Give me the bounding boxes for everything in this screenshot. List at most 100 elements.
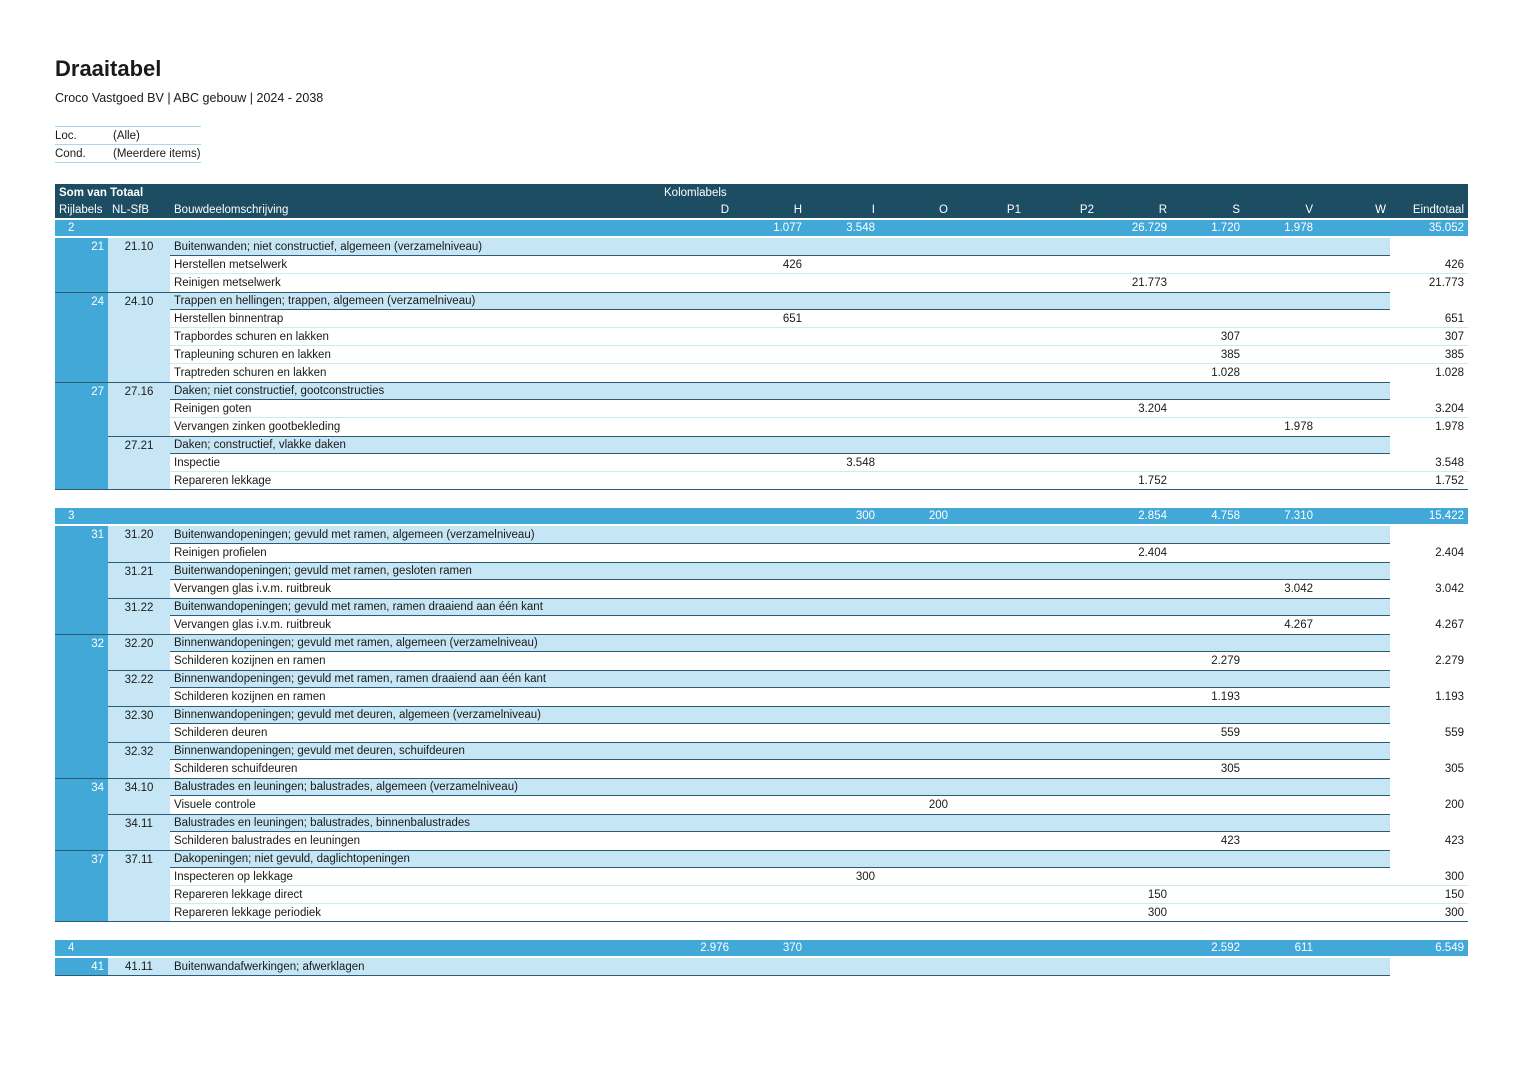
value-cell-I[interactable]: 3.548 bbox=[806, 454, 879, 472]
value-cell-H[interactable] bbox=[733, 472, 806, 490]
value-cell-S[interactable] bbox=[1171, 256, 1244, 274]
value-cell-P1[interactable] bbox=[952, 364, 1025, 382]
row-label-cell[interactable]: 21 bbox=[55, 238, 108, 256]
nlsfb-cell[interactable] bbox=[108, 418, 170, 436]
value-cell-P1[interactable] bbox=[952, 652, 1025, 670]
value-cell-H[interactable] bbox=[733, 832, 806, 850]
nlsfb-cell[interactable] bbox=[108, 868, 170, 886]
value-cell-P2[interactable] bbox=[1025, 724, 1098, 742]
row-labels-header[interactable]: Rijlabels bbox=[55, 202, 108, 220]
item-description-cell[interactable]: Schilderen deuren bbox=[174, 727, 268, 739]
nlsfb-cell[interactable]: 37.11 bbox=[108, 850, 170, 868]
total-value-cell-ET[interactable]: 6.549 bbox=[1390, 940, 1468, 958]
total-value-cell-I[interactable] bbox=[806, 940, 879, 958]
total-value-cell-V[interactable]: 611 bbox=[1244, 940, 1317, 958]
total-value-cell-P1[interactable] bbox=[952, 508, 1025, 526]
nlsfb-cell[interactable]: 32.22 bbox=[108, 670, 170, 688]
row-label-cell[interactable]: 31 bbox=[55, 526, 108, 544]
value-cell-V[interactable] bbox=[1244, 868, 1317, 886]
item-description-cell[interactable]: Vervangen glas i.v.m. ruitbreuk bbox=[174, 583, 332, 595]
nlsfb-cell[interactable] bbox=[108, 904, 170, 922]
row-label-cell[interactable] bbox=[55, 706, 108, 724]
value-cell-W[interactable] bbox=[1317, 256, 1390, 274]
description-cell[interactable] bbox=[170, 220, 660, 238]
value-cell-H[interactable] bbox=[733, 886, 806, 904]
group-description-cell[interactable]: Buitenwanden; niet constructief, algemee… bbox=[170, 238, 1390, 256]
row-label-cell[interactable] bbox=[55, 328, 108, 346]
value-cell-P1[interactable] bbox=[952, 346, 1025, 364]
nlsfb-cell[interactable] bbox=[108, 616, 170, 634]
value-cell-R[interactable] bbox=[1098, 616, 1171, 634]
value-cell-W[interactable] bbox=[1317, 364, 1390, 382]
value-cell-R[interactable] bbox=[1098, 688, 1171, 706]
value-cell-P2[interactable] bbox=[1025, 256, 1098, 274]
value-cell-S[interactable]: 423 bbox=[1220, 835, 1240, 847]
item-description-cell[interactable]: Reinigen goten bbox=[170, 400, 660, 418]
value-cell-ET[interactable]: 426 bbox=[1390, 256, 1468, 274]
value-cell-O[interactable] bbox=[879, 346, 952, 364]
value-cell-H[interactable] bbox=[733, 580, 806, 598]
column-header-S[interactable]: S bbox=[1171, 202, 1244, 220]
value-cell-D[interactable] bbox=[660, 418, 733, 436]
total-value-cell-W[interactable] bbox=[1317, 220, 1390, 238]
value-cell-I[interactable] bbox=[806, 418, 879, 436]
total-value-cell-W[interactable] bbox=[1317, 940, 1390, 958]
value-cell-H[interactable] bbox=[733, 796, 806, 814]
value-cell-I[interactable] bbox=[806, 886, 879, 904]
value-cell-D[interactable] bbox=[660, 760, 733, 778]
value-cell-V[interactable] bbox=[1244, 310, 1317, 328]
value-cell-I[interactable] bbox=[806, 652, 879, 670]
value-cell-P1[interactable] bbox=[952, 310, 1025, 328]
column-header-O[interactable]: O bbox=[879, 202, 952, 220]
description-cell[interactable] bbox=[170, 508, 660, 526]
total-value-cell-S[interactable]: 2.592 bbox=[1171, 940, 1244, 958]
value-cell-D[interactable] bbox=[660, 832, 733, 850]
value-cell-P2[interactable] bbox=[1025, 796, 1098, 814]
total-value-cell-V[interactable]: 1.978 bbox=[1244, 220, 1317, 238]
group-description-cell[interactable]: Balustrades en leuningen; balustrades, a… bbox=[170, 778, 1390, 796]
value-cell-P1[interactable] bbox=[952, 796, 1025, 814]
value-cell-R[interactable]: 21.773 bbox=[1131, 277, 1167, 289]
total-value-cell-O[interactable] bbox=[879, 220, 952, 238]
column-header-V[interactable]: V bbox=[1244, 202, 1317, 220]
value-cell-I[interactable] bbox=[806, 256, 879, 274]
value-cell-S[interactable]: 305 bbox=[1220, 763, 1240, 775]
value-cell-W[interactable] bbox=[1317, 868, 1390, 886]
nlsfb-cell[interactable]: 27.16 bbox=[108, 382, 170, 400]
value-cell-H[interactable] bbox=[733, 364, 806, 382]
value-cell-P1[interactable] bbox=[952, 274, 1025, 292]
item-description-cell[interactable]: Repareren lekkage bbox=[170, 472, 660, 490]
value-cell-V[interactable]: 4.267 bbox=[1284, 619, 1313, 631]
nlsfb-cell[interactable]: 31.20 bbox=[108, 526, 170, 544]
value-cell-W[interactable] bbox=[1317, 688, 1390, 706]
section-label-cell[interactable]: 4 bbox=[55, 940, 108, 958]
row-label-cell[interactable] bbox=[55, 562, 108, 580]
item-description-cell[interactable]: Repareren lekkage periodiek bbox=[170, 904, 660, 922]
total-value-cell-I[interactable]: 300 bbox=[806, 508, 879, 526]
nlsfb-cell[interactable] bbox=[108, 760, 170, 778]
value-cell-V[interactable] bbox=[1244, 328, 1317, 346]
column-header-R[interactable]: R bbox=[1098, 202, 1171, 220]
value-cell-I[interactable] bbox=[806, 328, 879, 346]
value-cell-H[interactable] bbox=[733, 544, 806, 562]
value-cell-P1[interactable] bbox=[952, 454, 1025, 472]
value-cell-V[interactable] bbox=[1244, 832, 1317, 850]
total-value-cell-S[interactable]: 4.758 bbox=[1171, 508, 1244, 526]
nlsfb-cell[interactable]: 27.21 bbox=[108, 436, 170, 454]
value-cell-R[interactable] bbox=[1098, 310, 1171, 328]
value-cell-P1[interactable] bbox=[952, 418, 1025, 436]
value-cell-ET[interactable]: 1.028 bbox=[1435, 367, 1464, 379]
value-cell-P1[interactable] bbox=[952, 832, 1025, 850]
value-cell-S[interactable] bbox=[1171, 904, 1244, 922]
value-cell-O[interactable] bbox=[879, 274, 952, 292]
value-cell-I[interactable] bbox=[806, 274, 879, 292]
value-cell-W[interactable] bbox=[1317, 400, 1390, 418]
row-label-cell[interactable] bbox=[55, 742, 108, 760]
total-value-cell-R[interactable] bbox=[1098, 940, 1171, 958]
value-cell-D[interactable] bbox=[660, 400, 733, 418]
value-cell-I[interactable] bbox=[806, 346, 879, 364]
total-value-cell-D[interactable] bbox=[660, 220, 733, 238]
value-cell-V[interactable]: 1.978 bbox=[1284, 421, 1313, 433]
value-cell-P1[interactable] bbox=[952, 616, 1025, 634]
value-cell-W[interactable] bbox=[1317, 472, 1390, 490]
